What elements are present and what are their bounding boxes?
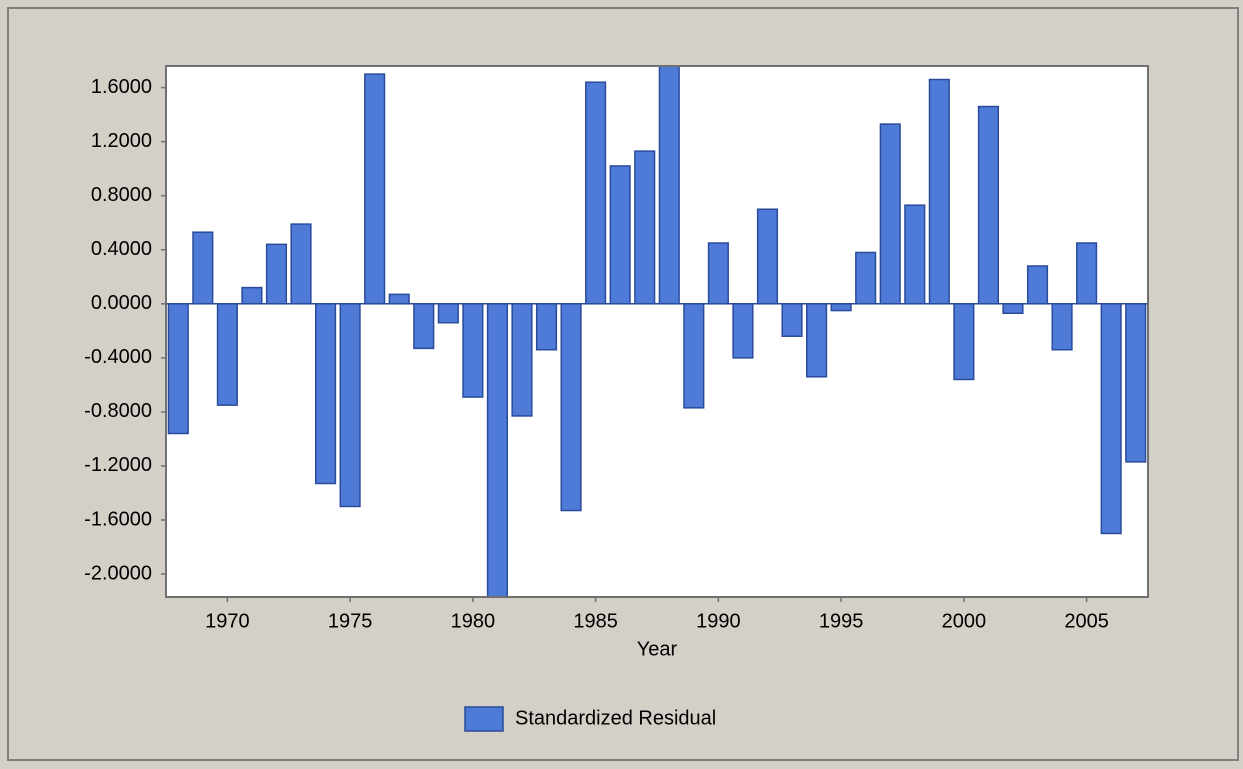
x-tick-label: 1985 <box>573 610 618 632</box>
bar <box>535 303 558 351</box>
plot-border <box>165 65 1149 598</box>
bar <box>437 303 459 324</box>
legend-label: Standardized Residual <box>515 707 716 729</box>
bar <box>1002 303 1024 315</box>
x-axis-label: Year <box>637 638 678 660</box>
bar <box>413 303 435 350</box>
bar <box>462 303 484 398</box>
bar <box>609 165 631 305</box>
bar <box>806 303 828 378</box>
bar <box>486 303 508 597</box>
y-tick-label: 0.0000 <box>91 292 152 314</box>
bar <box>953 303 975 381</box>
bar <box>977 105 999 305</box>
bar <box>879 123 901 305</box>
y-tick-label: -1.6000 <box>84 508 152 530</box>
bar <box>585 81 607 305</box>
y-tick-label: 1.2000 <box>91 130 152 152</box>
legend-swatch <box>464 706 504 732</box>
bar <box>290 223 312 305</box>
y-tick-label: 0.4000 <box>91 238 152 260</box>
y-tick-label: 1.6000 <box>91 76 152 98</box>
bar <box>511 303 533 417</box>
x-tick-label: 1975 <box>328 610 373 632</box>
y-tick-label: -1.2000 <box>84 454 152 476</box>
bar <box>1051 303 1073 351</box>
bar <box>855 251 877 305</box>
x-tick-label: 2005 <box>1064 610 1109 632</box>
bar <box>1076 242 1098 305</box>
plot-area <box>166 66 1148 597</box>
bar <box>1026 265 1049 305</box>
bar <box>683 303 705 409</box>
bar <box>707 242 729 305</box>
bar <box>560 303 582 512</box>
bar <box>928 78 950 305</box>
y-tick-label: 0.8000 <box>91 184 152 206</box>
bar <box>364 73 386 305</box>
bar <box>339 303 361 508</box>
bar <box>658 66 680 305</box>
bar <box>167 303 189 435</box>
bar <box>781 303 803 337</box>
bar <box>315 303 337 485</box>
bar <box>634 150 656 305</box>
bar <box>241 286 263 305</box>
bar <box>1125 303 1147 463</box>
x-tick-label: 1970 <box>205 610 250 632</box>
bar <box>904 204 926 305</box>
y-tick-label: -0.8000 <box>84 400 152 422</box>
x-tick-label: 1980 <box>451 610 496 632</box>
bar <box>216 303 238 406</box>
x-tick-label: 1990 <box>696 610 741 632</box>
bar <box>388 293 410 305</box>
bar <box>732 303 754 359</box>
bar <box>830 303 852 312</box>
x-tick-label: 1995 <box>819 610 864 632</box>
bar <box>192 231 214 305</box>
y-tick-label: -0.4000 <box>84 346 152 368</box>
x-tick-label: 2000 <box>942 610 987 632</box>
bars <box>166 66 1148 597</box>
bar <box>756 208 779 305</box>
y-tick-label: -2.0000 <box>84 562 152 584</box>
bar <box>265 243 288 305</box>
bar <box>1100 303 1122 535</box>
